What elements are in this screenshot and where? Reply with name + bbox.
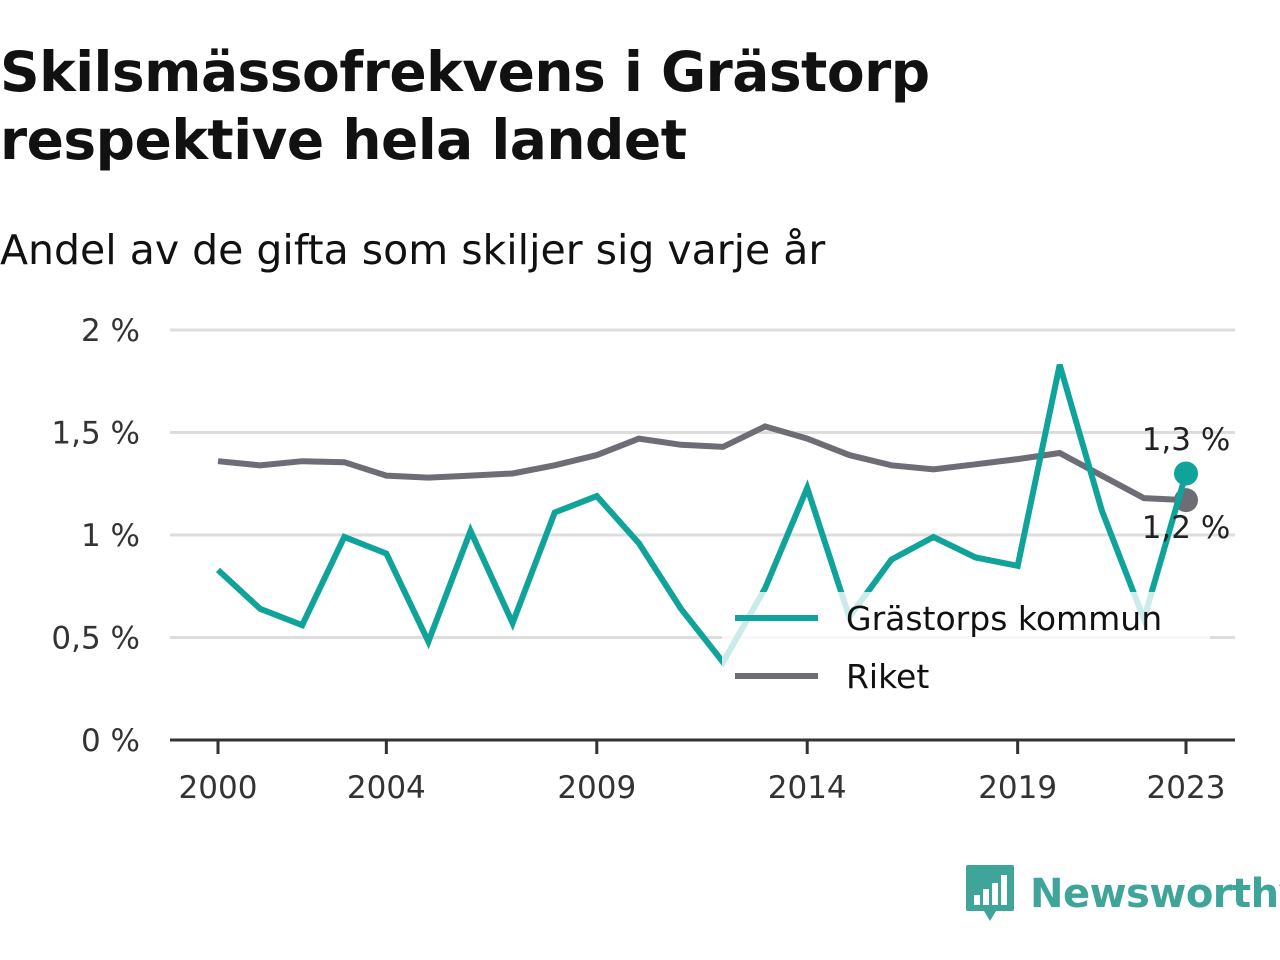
end-label-riket: 1,2 %: [1142, 510, 1231, 546]
series-lines: [215, 363, 1198, 668]
series-line-grastorp: [215, 363, 1189, 668]
chart-title-line1: Skilsmässofrekvens i Grästorp: [0, 40, 930, 104]
legend-background: [722, 592, 1210, 704]
y-tick-label: 2 %: [81, 313, 140, 349]
y-axis-ticks: 0 % 0,5 % 1 % 1,5 % 2 %: [51, 313, 140, 759]
y-tick-label: 0,5 %: [51, 621, 140, 657]
y-tick-label: 0 %: [81, 723, 140, 759]
chart-title: Skilsmässofrekvens i Grästorp respektive…: [0, 38, 1240, 174]
y-gridlines: [170, 328, 1235, 639]
x-tick-label: 2023: [1147, 770, 1226, 806]
y-tick-label: 1,5 %: [51, 416, 140, 452]
x-tick-label: 2014: [768, 770, 847, 806]
series-line-riket: [217, 423, 1187, 504]
legend-label: Riket: [846, 657, 929, 696]
x-tick-label: 2009: [557, 770, 636, 806]
x-tick-label: 2019: [978, 770, 1057, 806]
legend-label: Grästorps kommun: [846, 599, 1162, 638]
newsworthy-logo-icon: [966, 865, 1014, 921]
brand-name: Newsworthy: [1030, 871, 1280, 917]
chart-subtitle: Andel av de gifta som skiljer sig varje …: [0, 226, 826, 274]
y-tick-label: 1 %: [81, 518, 140, 554]
end-labels: 1,3 % 1,2 %: [1142, 422, 1231, 546]
newsworthy-brand: Newsworthy: [964, 862, 1280, 926]
end-label-grastorp: 1,3 %: [1142, 422, 1231, 458]
x-axis: 2000 2004 2009 2014 2019 2023: [170, 738, 1235, 806]
x-tick-label: 2004: [347, 770, 426, 806]
chart-title-line2: respektive hela landet: [0, 108, 687, 172]
x-tick-label: 2000: [179, 770, 258, 806]
end-point-grastorp: [1174, 461, 1198, 486]
legend: Grästorps kommun Riket: [722, 592, 1210, 704]
